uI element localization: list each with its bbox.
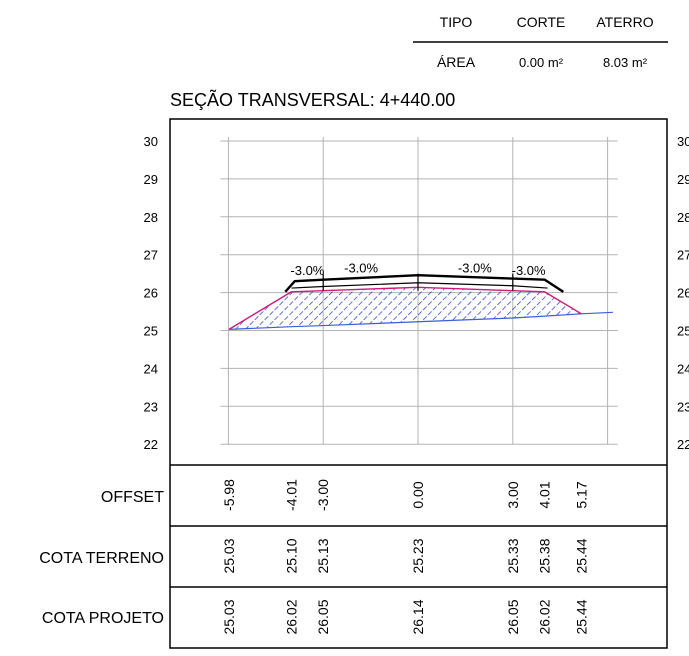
cota-terreno-value: 25.13 bbox=[315, 538, 331, 573]
cota-terreno-value: 25.38 bbox=[537, 538, 553, 573]
right-tick-label: 25 bbox=[677, 324, 689, 339]
cota-projeto-value: 26.02 bbox=[283, 599, 299, 634]
cota-projeto-value: 26.05 bbox=[315, 599, 331, 634]
cota-terreno-value: 25.03 bbox=[221, 538, 237, 573]
right-tick-label: 28 bbox=[677, 210, 689, 225]
station-table-values: -5.98 -4.01 -3.00 0.00 3.00 4.01 5.17 25.03 25.1… bbox=[221, 479, 589, 635]
slope-label: -3.0% bbox=[458, 261, 492, 276]
terrain-line bbox=[229, 311, 614, 330]
summary-corte-value: 0.00 m² bbox=[519, 55, 564, 70]
summary-header-aterro: ATERRO bbox=[596, 14, 653, 30]
y-tick-label: 26 bbox=[144, 286, 158, 301]
right-tick-label: 26 bbox=[677, 286, 689, 301]
right-axis-ticks: 30 29 28 27 26 25 24 23 22 bbox=[677, 134, 689, 452]
right-tick-label: 29 bbox=[677, 172, 689, 187]
row-label-cota-terreno: COTA TERRENO bbox=[39, 550, 164, 567]
cota-projeto-value: 25.03 bbox=[221, 599, 237, 634]
fill-hatch bbox=[229, 287, 582, 330]
section-title: SEÇÃO TRANSVERSAL: 4+440.00 bbox=[170, 89, 455, 110]
fill-area bbox=[229, 287, 582, 330]
y-tick-label: 23 bbox=[144, 399, 158, 414]
right-tick-label: 30 bbox=[677, 134, 689, 149]
offset-value: -3.00 bbox=[315, 479, 331, 511]
right-tick-label: 27 bbox=[677, 248, 689, 263]
y-tick-label: 22 bbox=[144, 437, 158, 452]
cota-projeto-value: 25.44 bbox=[573, 599, 589, 634]
offset-value: -5.98 bbox=[221, 479, 237, 511]
y-tick-label: 25 bbox=[144, 324, 158, 339]
section-frame bbox=[169, 118, 668, 649]
offset-value: 3.00 bbox=[505, 481, 521, 508]
profile-lines bbox=[228, 273, 614, 330]
offset-value: 4.01 bbox=[537, 481, 553, 508]
row-label-cota-projeto: COTA PROJETO bbox=[42, 610, 164, 627]
summary-row-label: ÁREA bbox=[437, 54, 476, 70]
cota-terreno-value: 25.33 bbox=[505, 538, 521, 573]
offset-value: 5.17 bbox=[573, 481, 589, 508]
y-tick-label: 24 bbox=[144, 361, 158, 376]
cota-projeto-value: 26.02 bbox=[537, 599, 553, 634]
right-tick-label: 24 bbox=[677, 361, 689, 376]
cota-terreno-value: 25.44 bbox=[573, 538, 589, 573]
row-label-offset: OFFSET bbox=[101, 489, 164, 506]
slope-labels: -3.0% -3.0% -3.0% -3.0% bbox=[290, 261, 546, 278]
offset-value: -4.01 bbox=[283, 479, 299, 511]
grid bbox=[220, 137, 618, 445]
y-tick-label: 29 bbox=[144, 172, 158, 187]
cota-projeto-value: 26.14 bbox=[410, 599, 426, 634]
y-tick-label: 27 bbox=[144, 248, 158, 263]
slope-label: -3.0% bbox=[512, 263, 546, 278]
slope-label: -3.0% bbox=[290, 263, 324, 278]
y-tick-label: 30 bbox=[144, 134, 158, 149]
summary-aterro-value: 8.03 m² bbox=[603, 55, 648, 70]
cota-projeto-value: 26.05 bbox=[505, 599, 521, 634]
offset-value: 0.00 bbox=[410, 481, 426, 508]
summary-header-tipo: TIPO bbox=[440, 14, 473, 30]
right-tick-label: 23 bbox=[677, 399, 689, 414]
cota-terreno-value: 25.23 bbox=[410, 538, 426, 573]
slope-label: -3.0% bbox=[344, 261, 378, 276]
summary-table: TIPO CORTE ATERRO ÁREA 0.00 m² 8.03 m² bbox=[413, 14, 668, 70]
summary-header-corte: CORTE bbox=[517, 14, 566, 30]
y-tick-label: 28 bbox=[144, 210, 158, 225]
cota-terreno-value: 25.10 bbox=[283, 538, 299, 573]
right-tick-label: 22 bbox=[677, 437, 689, 452]
y-axis-ticks: 30 29 28 27 26 25 24 23 22 bbox=[144, 134, 158, 452]
